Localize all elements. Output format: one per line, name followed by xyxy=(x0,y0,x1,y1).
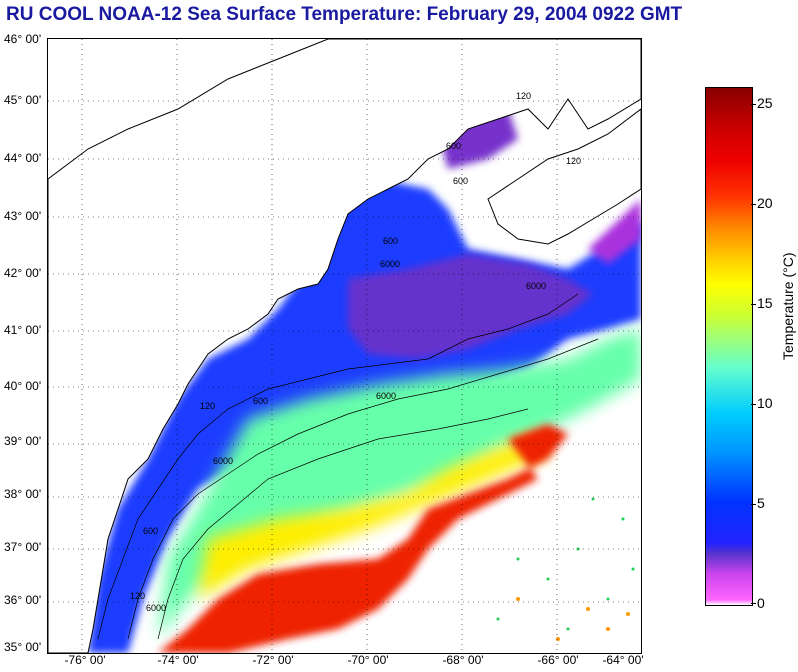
lon-label-72: -72° 00' xyxy=(252,653,294,667)
lat-label-46: 46° 00' xyxy=(4,32,42,46)
contour-text: 120 120 120 120 600 600 600 600 600 6000… xyxy=(130,91,581,613)
contour-6000 xyxy=(157,408,529,640)
lat-label-40: 40° 00' xyxy=(4,379,42,393)
contour-label: 6000 xyxy=(380,259,400,269)
speckle-warm xyxy=(516,597,630,641)
colorbar-tickmark xyxy=(751,104,756,105)
lat-label-38: 38° 00' xyxy=(4,487,42,501)
colorbar-tick-25: 25 xyxy=(757,95,773,111)
colorbar-tickmark xyxy=(751,504,756,505)
lat-label-41: 41° 00' xyxy=(4,323,42,337)
colorbar-tickmark xyxy=(751,304,756,305)
lat-label-36: 36° 00' xyxy=(4,593,42,607)
contour-label: 120 xyxy=(130,591,145,601)
nova-scotia xyxy=(487,108,641,245)
contour-label: 6000 xyxy=(376,391,396,401)
lat-label-35: 35° 00' xyxy=(4,640,42,654)
lon-label-70: -70° 00' xyxy=(347,653,389,667)
lat-label-45: 45° 00' xyxy=(4,93,42,107)
colorbar-tick-20: 20 xyxy=(757,195,773,211)
colorbar-tick-10: 10 xyxy=(757,395,773,411)
lat-label-42: 42° 00' xyxy=(4,266,42,280)
contour-label: 600 xyxy=(453,176,468,186)
lat-label-37: 37° 00' xyxy=(4,540,42,554)
gulf-stream xyxy=(158,424,568,653)
lat-label-44: 44° 00' xyxy=(4,151,42,165)
lon-label-68: -68° 00' xyxy=(442,653,484,667)
lon-label-74: -74° 00' xyxy=(157,653,199,667)
yellow-band xyxy=(198,434,548,599)
sst-map-canvas: 120 120 120 120 600 600 600 600 600 6000… xyxy=(48,39,641,653)
colorbar-label: Temperature (°C) xyxy=(780,252,796,360)
north-american-coast xyxy=(48,39,641,653)
colorbar-tick-5: 5 xyxy=(757,495,765,511)
lon-label-64: -64° 00' xyxy=(602,653,644,667)
contour-label: 600 xyxy=(446,141,461,151)
purple-basin xyxy=(348,254,593,359)
magenta-edge xyxy=(588,199,641,264)
colorbar-tickmark xyxy=(751,204,756,205)
map-title: RU COOL NOAA-12 Sea Surface Temperature:… xyxy=(6,4,683,25)
colorbar-tickmark xyxy=(751,603,756,604)
lon-label-76: -76° 00' xyxy=(64,653,106,667)
sst-field xyxy=(88,109,641,653)
contour-label: 120 xyxy=(566,156,581,166)
contour-label: 6000 xyxy=(213,456,233,466)
contour-label: 120 xyxy=(200,401,215,411)
colorbar-tick-15: 15 xyxy=(757,295,773,311)
lat-label-39: 39° 00' xyxy=(4,434,42,448)
contour-120 xyxy=(97,293,579,640)
contour-label: 6000 xyxy=(146,603,166,613)
slope-water xyxy=(158,329,641,639)
contour-label: 600 xyxy=(143,526,158,536)
contour-label: 120 xyxy=(516,91,531,101)
colorbar-tickmark xyxy=(751,404,756,405)
lon-label-66: -66° 00' xyxy=(537,653,579,667)
colorbar-tick-0: 0 xyxy=(757,595,765,611)
contour-label: 600 xyxy=(383,236,398,246)
sst-map[interactable]: 120 120 120 120 600 600 600 600 600 6000… xyxy=(47,38,642,654)
lat-label-43: 43° 00' xyxy=(4,209,42,223)
contour-label: 6000 xyxy=(526,281,546,291)
temperature-colorbar xyxy=(705,87,753,606)
contour-label: 600 xyxy=(253,396,268,406)
speckle-field xyxy=(496,497,635,631)
land xyxy=(48,39,641,653)
